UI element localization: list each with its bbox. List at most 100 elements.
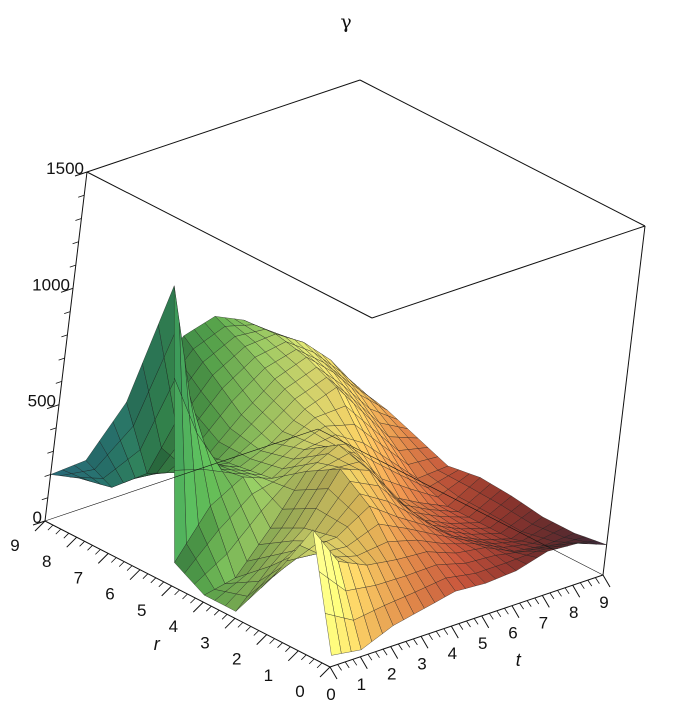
z-axis-tick — [32, 520, 46, 526]
t-axis-minor-tick — [534, 597, 540, 605]
box-edge — [602, 225, 646, 576]
chart-title: γ — [340, 11, 351, 33]
t-axis-minor-tick — [382, 648, 388, 656]
t-axis-tick — [541, 595, 550, 608]
r-axis-tick-label: 5 — [137, 601, 146, 620]
r-axis-minor-tick — [237, 622, 244, 628]
z-axis-minor-tick — [64, 311, 71, 314]
box-edge — [44, 428, 319, 522]
t-axis-tick — [602, 574, 611, 588]
r-axis-tick — [161, 585, 173, 597]
r-axis-tick-label: 2 — [232, 650, 241, 669]
r-axis-minor-tick — [308, 658, 315, 665]
r-axis-minor-tick — [206, 605, 212, 612]
axis-labels: tr — [154, 634, 522, 670]
t-axis-minor-tick — [413, 638, 418, 646]
r-axis-minor-tick — [301, 654, 307, 661]
t-axis-tick-label: 5 — [478, 634, 487, 653]
t-axis-tick-label: 3 — [417, 654, 426, 673]
r-axis-minor-tick — [182, 593, 188, 600]
surface-patch — [324, 613, 342, 656]
z-axis-minor-tick — [78, 194, 85, 198]
box-edge — [317, 428, 604, 576]
r-axis-minor-tick — [142, 573, 149, 579]
z-axis-minor-tick — [47, 450, 54, 454]
t-axis-label: t — [516, 650, 522, 670]
t-axis-tick — [450, 625, 459, 639]
r-axis-minor-tick — [190, 597, 196, 604]
t-axis-tick — [420, 636, 429, 649]
box-edge — [86, 171, 373, 319]
t-axis-minor-tick — [579, 582, 585, 589]
z-axis-tick-label: 1500 — [46, 159, 84, 178]
r-axis-minor-tick — [158, 581, 165, 588]
r-axis-minor-tick — [213, 609, 220, 616]
t-axis-minor-tick — [473, 618, 479, 625]
z-axis-minor-tick — [58, 357, 65, 361]
box-edge — [371, 225, 646, 319]
t-axis-minor-tick — [488, 613, 494, 620]
r-axis-tick-label: 7 — [74, 568, 83, 587]
r-axis-minor-tick — [55, 528, 62, 535]
t-axis-tick-label: 2 — [387, 665, 396, 684]
t-axis-tick-label: 7 — [539, 613, 548, 632]
r-axis-tick — [34, 520, 46, 532]
t-axis-minor-tick — [519, 602, 524, 610]
z-axis-tick — [60, 287, 74, 293]
z-axis-minor-tick — [72, 241, 79, 245]
z-axis-tick — [46, 404, 60, 410]
t-axis-minor-tick — [435, 630, 441, 638]
r-axis-minor-tick — [79, 541, 85, 547]
r-axis-minor-tick — [95, 549, 101, 555]
t-axis-tick — [572, 584, 581, 598]
r-axis-tick-label: 3 — [200, 633, 209, 652]
t-axis-minor-tick — [397, 643, 403, 651]
t-axis-minor-tick — [344, 661, 350, 669]
r-axis-minor-tick — [174, 589, 180, 596]
r-axis-tick-label: 4 — [169, 617, 178, 636]
r-axis-minor-tick — [111, 557, 117, 563]
t-axis-minor-tick — [405, 641, 411, 648]
box-edge — [44, 171, 88, 522]
r-axis-minor-tick — [126, 565, 133, 571]
t-axis-minor-tick — [367, 653, 373, 661]
r-axis-tick-label: 1 — [264, 666, 273, 685]
r-axis-label: r — [154, 634, 161, 654]
t-axis-minor-tick — [352, 659, 358, 666]
t-axis-minor-tick — [557, 590, 562, 597]
r-axis-tick — [256, 634, 268, 645]
t-axis-minor-tick — [526, 600, 532, 607]
r-axis-minor-tick — [316, 662, 323, 669]
t-axis-minor-tick — [443, 628, 449, 635]
z-axis-minor-tick — [75, 218, 82, 221]
t-axis-tick-label: 9 — [599, 593, 608, 612]
r-axis-minor-tick — [285, 646, 291, 652]
r-axis-minor-tick — [150, 577, 157, 584]
r-axis-minor-tick — [63, 532, 70, 539]
t-axis-tick — [511, 605, 520, 618]
t-axis-minor-tick — [564, 587, 570, 595]
box-edge — [86, 79, 361, 173]
r-axis-minor-tick — [277, 642, 283, 648]
r-axis-tick — [287, 650, 299, 662]
r-axis-tick — [224, 617, 236, 629]
r-axis-tick — [319, 666, 331, 678]
r-axis-tick-label: 9 — [10, 536, 19, 555]
z-axis-minor-tick — [50, 427, 57, 431]
r-axis-tick — [129, 569, 141, 581]
t-axis-minor-tick — [496, 610, 502, 618]
z-axis-minor-tick — [61, 334, 68, 338]
t-axis-tick — [481, 615, 490, 629]
r-axis-minor-tick — [245, 626, 252, 632]
r-axis-tick — [192, 601, 204, 613]
t-axis-tick-label: 6 — [508, 624, 517, 643]
r-axis-minor-tick — [269, 638, 275, 644]
r-axis-minor-tick — [87, 545, 93, 551]
t-axis-minor-tick — [458, 623, 464, 630]
box-edge — [359, 79, 646, 227]
r-axis-tick-label: 6 — [105, 585, 114, 604]
surface-mesh — [50, 284, 607, 656]
t-axis-minor-tick — [337, 664, 342, 671]
